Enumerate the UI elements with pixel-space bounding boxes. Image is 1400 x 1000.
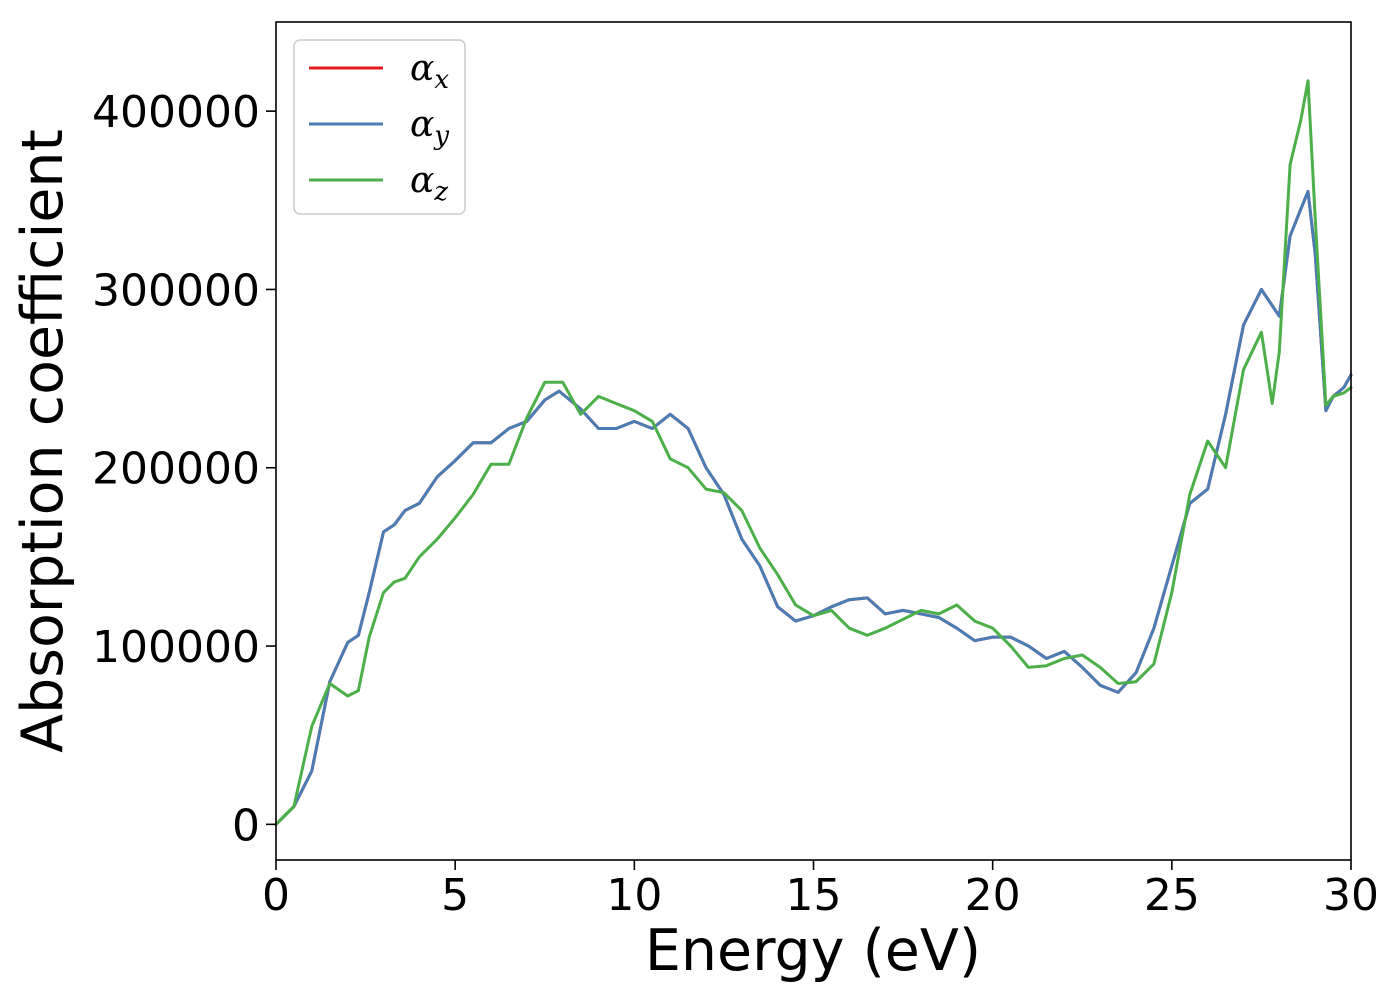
x-axis-label: Energy (eV) [645,918,981,984]
legend-box [293,39,466,215]
legend-subscript: y [433,121,449,151]
y-tick-label: 300000 [92,265,260,316]
x-axis: 0 5 10 15 20 25 30 [262,860,1379,921]
y-tick-label: 0 [232,800,260,851]
x-tick-label: 30 [1323,870,1379,921]
legend-label-y: αy [410,104,449,151]
x-tick-label: 0 [262,870,290,921]
series-line-y [274,189,1353,826]
series-layer [274,79,1353,826]
x-tick-label: 15 [786,870,842,921]
y-axis: 0 100000 200000 300000 400000 [92,87,276,851]
legend-label-x: αx [410,48,449,95]
y-tick-label: 100000 [92,622,260,673]
series-line-z [274,79,1353,826]
x-tick-label: 5 [441,870,469,921]
legend-subscript: x [434,65,449,95]
x-tick-label: 20 [965,870,1021,921]
x-tick-label: 25 [1144,870,1200,921]
legend-subscript: z [433,177,448,207]
y-axis-label: Absorption coefficient [10,129,76,753]
x-tick-label: 10 [606,870,662,921]
y-tick-label: 200000 [92,444,260,495]
y-tick-label: 400000 [92,87,260,138]
